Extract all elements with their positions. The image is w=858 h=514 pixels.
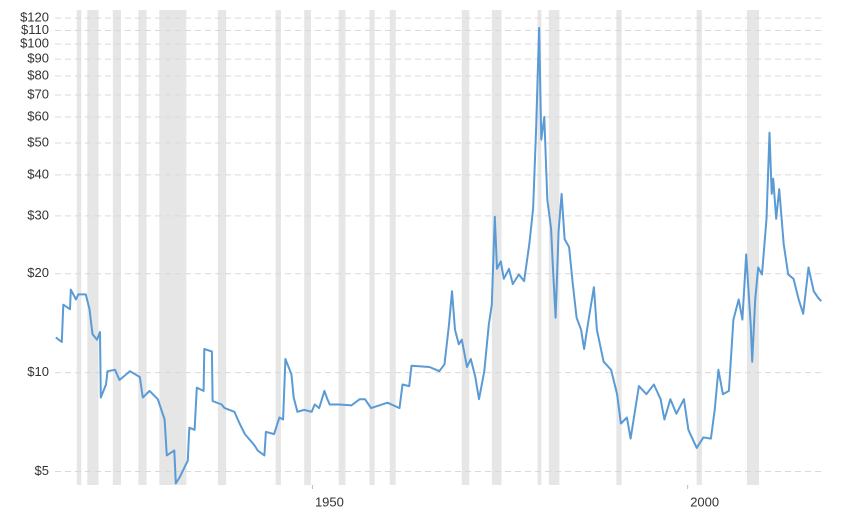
y-tick-label: $5 [35, 463, 49, 478]
recession-band [461, 10, 470, 485]
y-tick-label: $10 [27, 364, 49, 379]
y-tick-label: $80 [27, 67, 49, 82]
y-tick-label: $100 [20, 36, 49, 51]
recession-band [304, 10, 311, 485]
recession-band [275, 10, 281, 485]
y-tick-label: $20 [27, 265, 49, 280]
recession-band [217, 10, 227, 485]
recession-band [537, 10, 542, 485]
x-tick-label: 2000 [690, 494, 719, 509]
y-tick-label: $30 [27, 207, 49, 222]
recession-band [138, 10, 147, 485]
x-tick-label: 1950 [315, 494, 344, 509]
y-tick-label: $110 [21, 22, 49, 37]
recession-band [616, 10, 622, 485]
recession-band [87, 10, 99, 485]
recession-band [746, 10, 759, 485]
recession-band [338, 10, 346, 485]
recession-band [159, 10, 187, 485]
y-tick-label: $70 [27, 86, 49, 101]
recession-band [112, 10, 122, 485]
y-tick-label: $60 [27, 108, 49, 123]
y-tick-label: $120 [20, 10, 49, 25]
recession-band [76, 10, 82, 485]
recession-band [389, 10, 396, 485]
recession-band [696, 10, 702, 485]
y-tick-label: $90 [27, 51, 49, 66]
y-tick-label: $40 [27, 166, 49, 181]
price-line [55, 26, 822, 485]
recession-band [548, 10, 560, 485]
y-tick-label: $50 [27, 134, 49, 149]
recession-band [369, 10, 375, 485]
